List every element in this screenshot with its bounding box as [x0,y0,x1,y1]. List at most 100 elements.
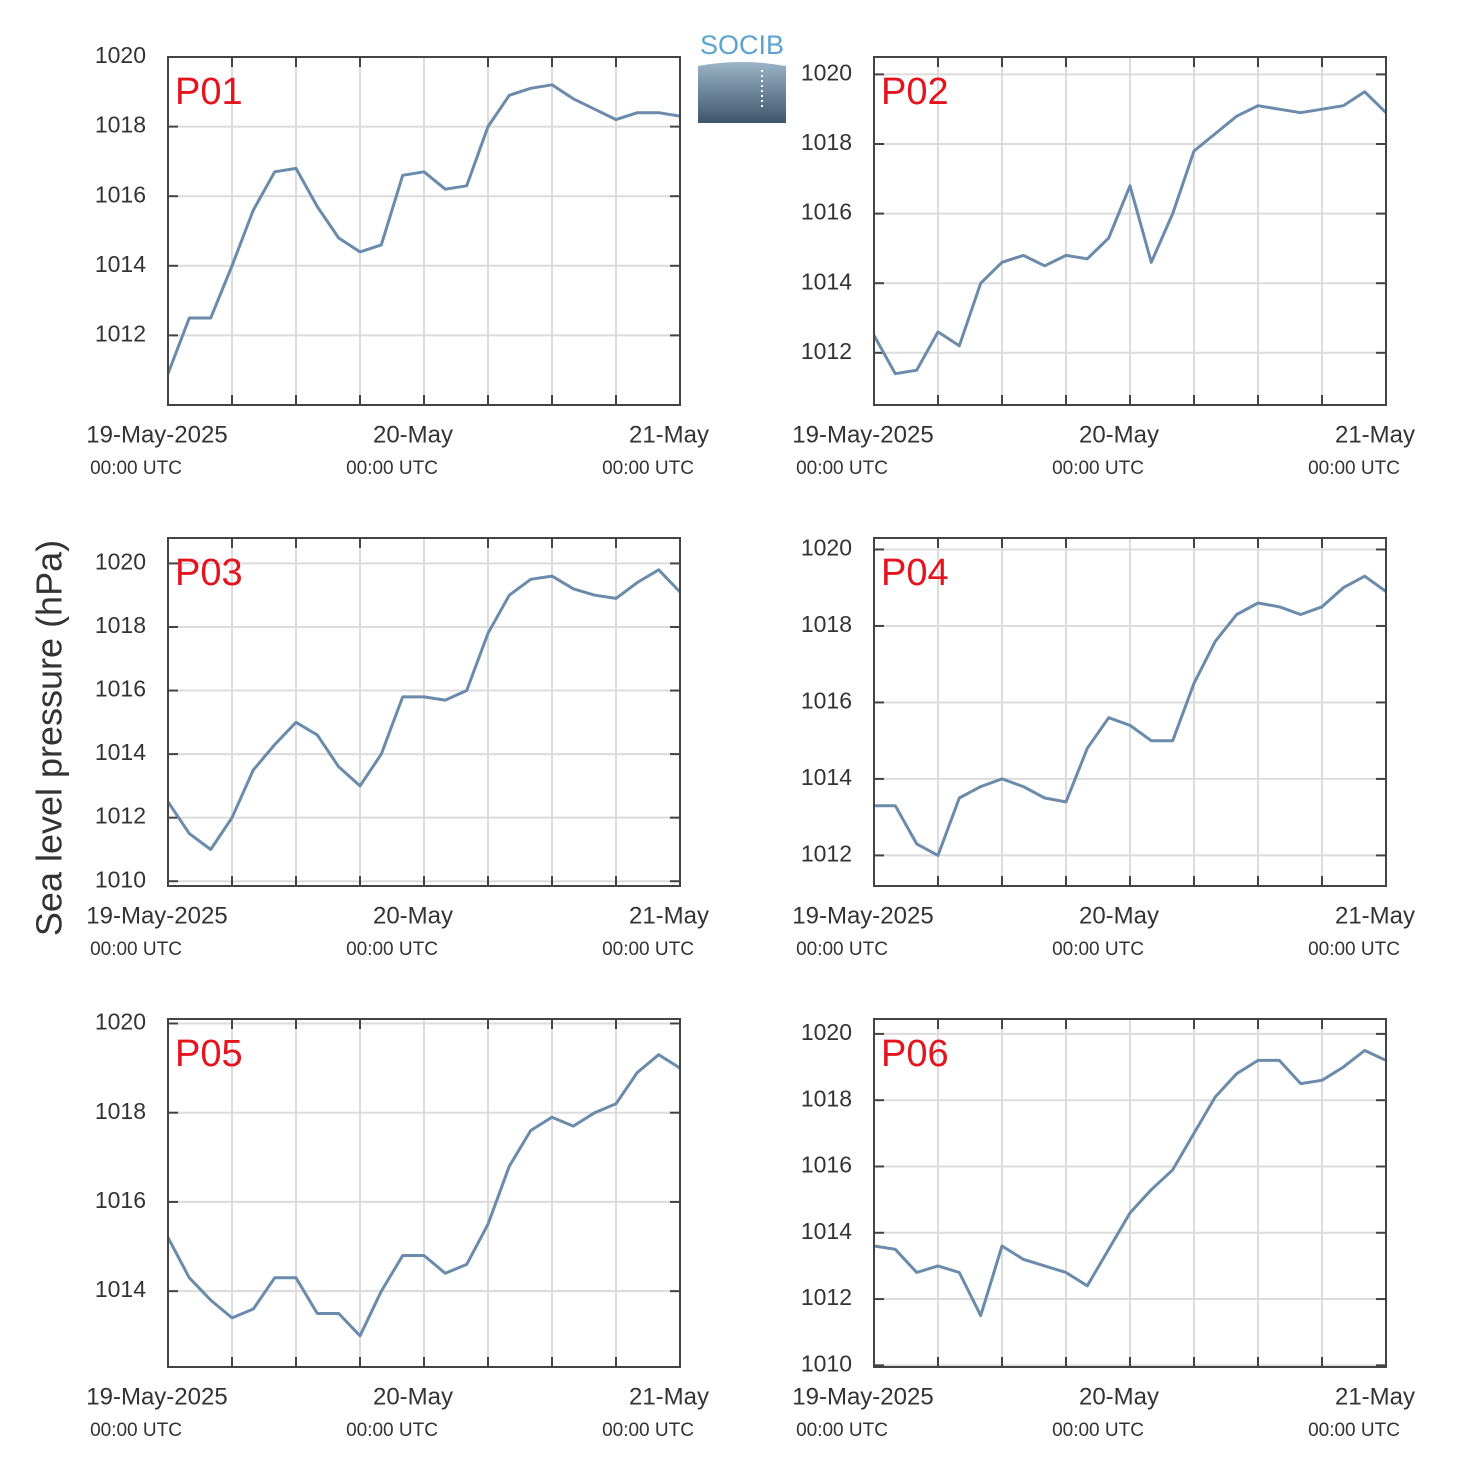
y-tick-label: 1020 [801,535,852,561]
x-tick-label: 21-May [629,1383,709,1410]
plot-area [168,568,680,851]
y-tick-label: 1014 [801,268,852,294]
y-tick-label: 1016 [95,1187,146,1213]
x-tick-sublabel: 00:00 UTC [90,939,182,960]
x-tick-label: 20-May [373,1383,453,1410]
y-tick-label: 1014 [95,739,146,765]
x-tick-label: 19-May-2025 [792,421,933,448]
logo-shape [698,62,786,123]
data-line [874,1049,1386,1318]
y-tick-label: 1018 [801,1085,852,1111]
x-tick-sublabel: 00:00 UTC [1052,458,1144,479]
y-tick-label: 1012 [95,320,146,346]
data-line [874,90,1386,376]
y-tick-label: 1018 [95,612,146,638]
y-tick-label: 1012 [801,338,852,364]
axes-frame [167,56,681,406]
data-line [874,574,1386,857]
x-tick-label: 19-May-2025 [792,1383,933,1410]
plot-area [168,83,680,375]
plot-area [874,90,1386,376]
plot-area [874,574,1386,857]
x-tick-sublabel: 00:00 UTC [90,1420,182,1441]
axes-frame [873,537,1387,887]
x-tick-label: 20-May [1079,1383,1159,1410]
y-tick-label: 1014 [95,1276,146,1302]
y-tick-label: 1018 [801,611,852,637]
axes-frame [873,56,1387,406]
x-tick-label: 21-May [629,902,709,929]
y-tick-label: 1012 [801,1284,852,1310]
y-tick-label: 1020 [95,42,146,68]
panel: 1012 1014 1016 1018 1020 19-May-2025 00:00 UTC… [792,535,1415,960]
x-tick-label: 21-May [1335,902,1415,929]
panel-title: P05 [175,1033,243,1075]
panel-title: P04 [881,552,949,594]
x-tick-sublabel: 00:00 UTC [602,458,694,479]
y-tick-label: 1016 [95,676,146,702]
y-tick-label: 1020 [801,59,852,85]
plot-area [168,1053,680,1338]
x-tick-sublabel: 00:00 UTC [602,1420,694,1441]
x-tick-label: 21-May [1335,421,1415,448]
x-tick-sublabel: 00:00 UTC [90,458,182,479]
x-tick-label: 20-May [373,421,453,448]
x-tick-label: 19-May-2025 [86,902,227,929]
x-tick-label: 20-May [1079,902,1159,929]
y-tick-label: 1010 [95,866,146,892]
y-tick-label: 1020 [95,549,146,575]
panel-title: P02 [881,71,949,113]
panel-title: P03 [175,552,243,594]
x-tick-sublabel: 00:00 UTC [346,939,438,960]
x-tick-label: 19-May-2025 [792,902,933,929]
y-tick-label: 1020 [801,1019,852,1045]
panel-title: P06 [881,1033,949,1075]
x-tick-sublabel: 00:00 UTC [1308,1420,1400,1441]
y-tick-label: 1018 [95,112,146,138]
x-tick-sublabel: 00:00 UTC [796,458,888,479]
x-tick-sublabel: 00:00 UTC [1052,1420,1144,1441]
data-line [168,83,680,375]
axes-frame [167,537,681,887]
y-tick-label: 1018 [95,1098,146,1124]
panel: 1010 1012 1014 1016 1018 1020 19-May-2025 00:00… [86,537,709,960]
x-tick-label: 21-May [629,421,709,448]
y-tick-label: 1016 [95,181,146,207]
panel: 1012 1014 1016 1018 1020 19-May-2025 00:00 UTC… [792,56,1415,479]
x-tick-sublabel: 00:00 UTC [1308,458,1400,479]
x-tick-sublabel: 00:00 UTC [796,939,888,960]
data-line [168,1053,680,1338]
panel-title: P01 [175,71,243,113]
x-tick-label: 20-May [1079,421,1159,448]
panel: 1010 1012 1014 1016 1018 1020 19-May-2025 00:00… [792,1018,1415,1441]
y-tick-label: 1016 [801,199,852,225]
logo-text: SOCIB [700,30,784,60]
y-tick-label: 1016 [801,1152,852,1178]
y-tick-label: 1012 [95,803,146,829]
y-tick-label: 1018 [801,129,852,155]
axes-frame [167,1018,681,1368]
x-tick-label: 19-May-2025 [86,1383,227,1410]
y-tick-label: 1014 [801,1218,852,1244]
x-tick-label: 21-May [1335,1383,1415,1410]
y-axis-label: Sea level pressure (hPa) [29,540,70,936]
panel: 1014 1016 1018 1020 19-May-2025 00:00 UTC 20-M… [86,1009,709,1441]
x-tick-sublabel: 00:00 UTC [1308,939,1400,960]
x-tick-sublabel: 00:00 UTC [1052,939,1144,960]
x-tick-sublabel: 00:00 UTC [346,1420,438,1441]
y-tick-label: 1020 [95,1009,146,1035]
x-tick-label: 19-May-2025 [86,421,227,448]
data-line [168,568,680,851]
x-tick-sublabel: 00:00 UTC [346,458,438,479]
y-tick-label: 1012 [801,840,852,866]
logo: SOCIB [698,30,786,123]
y-tick-label: 1016 [801,688,852,714]
axes-frame [873,1018,1387,1368]
y-tick-label: 1010 [801,1350,852,1376]
panel: 1012 1014 1016 1018 1020 19-May-2025 00:00 UTC… [86,42,709,479]
x-tick-label: 20-May [373,902,453,929]
x-tick-sublabel: 00:00 UTC [796,1420,888,1441]
y-tick-label: 1014 [95,251,146,277]
